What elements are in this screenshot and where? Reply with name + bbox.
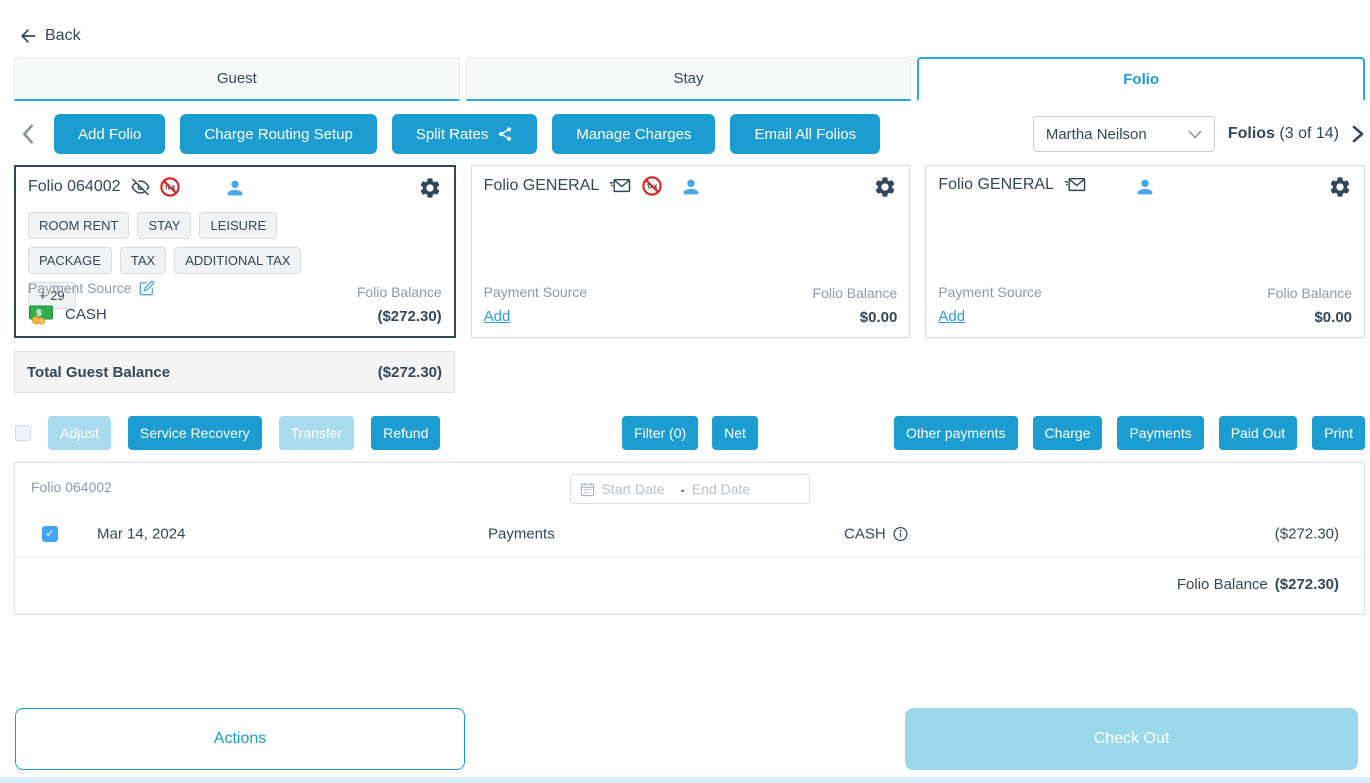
folio-balance-value: $0.00 [1314,309,1353,326]
tag: ROOM RENT [28,212,130,239]
payment-method: CASH [65,305,107,323]
filter-button[interactable]: Filter (0) [622,416,699,450]
transaction-method: CASH [844,525,908,542]
folio-card-title: Folio GENERAL [938,176,1054,193]
no-tax-icon: TAX [159,177,180,197]
tag: ADDITIONAL TAX [174,247,302,274]
chevron-down-icon [1188,129,1202,139]
folio-card-title: Folio 064002 [28,178,121,195]
back-arrow-icon [18,26,38,46]
send-email-icon [608,177,633,195]
manage-charges-button[interactable]: Manage Charges [552,114,716,154]
payments-button[interactable]: Payments [1117,416,1204,450]
gear-icon[interactable] [873,175,897,199]
person-icon[interactable] [680,176,702,198]
folio-toolbar: Add Folio Charge Routing Setup Split Rat… [14,114,1365,154]
folio-balance-value: $0.00 [859,309,898,326]
cash-icon: $ [28,303,56,325]
payment-source-label: Payment Source [28,280,132,296]
person-icon[interactable] [224,177,246,199]
tag-more[interactable]: + 29 [28,282,76,309]
calendar-icon [580,482,595,497]
actions-button[interactable]: Actions [15,708,465,770]
table-folio-balance: Folio Balance ($272.30) [1177,576,1339,593]
folio-cards: Folio 064002 TAX ROOM RENT STAY LEISURE … [14,165,1366,338]
gear-icon[interactable] [418,176,442,200]
chevron-right-icon[interactable] [1352,125,1365,143]
back-label: Back [45,27,81,44]
select-all-checkbox[interactable] [15,425,31,441]
total-guest-balance-value: ($272.30) [377,363,442,381]
share-icon [497,126,513,142]
folio-card-title: Folio GENERAL [483,177,600,194]
total-guest-balance-label: Total Guest Balance [27,363,171,381]
tag: PACKAGE [28,247,112,274]
table-folio-label: Folio 064002 [31,479,112,495]
tag: TAX [119,247,167,274]
check-out-button[interactable]: Check Out [905,708,1358,770]
svg-text:$: $ [37,308,42,317]
chevron-left-icon[interactable] [20,123,36,145]
add-payment-source-link[interactable]: Add [483,308,511,325]
folio-card-064002[interactable]: Folio 064002 TAX ROOM RENT STAY LEISURE … [14,165,456,338]
end-date-input[interactable] [691,481,764,497]
email-all-folios-button[interactable]: Email All Folios [730,114,881,154]
folio-card-general-2[interactable]: Folio GENERAL Payment Source Add Folio B… [925,165,1366,338]
split-rates-button[interactable]: Split Rates [391,114,538,154]
tab-guest[interactable]: Guest [14,57,460,101]
info-icon[interactable] [893,526,908,541]
guest-selector[interactable]: Martha Neilson [1032,116,1215,152]
visibility-off-icon [130,178,151,196]
back-button[interactable]: Back [18,26,81,46]
transaction-date: Mar 14, 2024 [97,525,186,542]
date-separator: - [680,481,685,497]
other-payments-button[interactable]: Other payments [893,416,1018,450]
paid-out-button[interactable]: Paid Out [1218,416,1298,450]
folio-balance-label: Folio Balance [356,284,442,300]
transaction-amount: ($272.30) [1274,525,1339,542]
transaction-type: Payments [488,525,555,542]
gear-icon[interactable] [1328,175,1352,199]
folio-balance-label: Folio Balance [812,285,898,301]
date-range-filter[interactable]: - [569,474,810,504]
refund-button[interactable]: Refund [371,416,441,450]
net-button[interactable]: Net [712,416,758,450]
charge-button[interactable]: Charge [1032,416,1103,450]
service-recovery-button[interactable]: Service Recovery [127,416,262,450]
no-tax-icon: TAX [642,176,662,196]
send-email-icon [1063,176,1088,194]
add-folio-button[interactable]: Add Folio [54,114,166,154]
payment-source-label: Payment Source [938,284,1042,300]
adjust-button[interactable]: Adjust [48,416,111,450]
transactions-action-bar: Adjust Service Recovery Transfer Refund … [15,416,1365,450]
tab-folio[interactable]: Folio [917,57,1366,101]
tab-stay[interactable]: Stay [465,57,912,101]
guest-selector-value: Martha Neilson [1045,125,1147,143]
table-folio-balance-value: ($272.30) [1274,576,1339,593]
payment-source-label: Payment Source [483,284,588,300]
charge-code-tags: ROOM RENT STAY LEISURE PACKAGE TAX ADDIT… [28,212,351,309]
tag: STAY [137,212,192,239]
folio-card-general-1[interactable]: Folio GENERAL TAX Payment Source Add Fol… [470,165,911,338]
transaction-row[interactable]: ✓ Mar 14, 2024 Payments CASH ($272.30) [15,511,1364,557]
bottom-strip [0,777,1370,783]
folio-balance-value: ($272.30) [377,308,442,325]
print-button[interactable]: Print [1312,416,1365,450]
folios-counter: Folios (3 of 14) [1227,125,1339,142]
folio-balance-label: Folio Balance [1267,285,1353,301]
total-guest-balance: Total Guest Balance ($272.30) [14,351,455,393]
folio-navigation: Martha Neilson Folios (3 of 14) [1032,116,1365,152]
row-checkbox[interactable]: ✓ [42,525,58,542]
transfer-button[interactable]: Transfer [278,416,355,450]
charge-routing-setup-button[interactable]: Charge Routing Setup [180,114,377,154]
table-folio-balance-label: Folio Balance [1176,576,1268,593]
tag: LEISURE [199,212,278,239]
start-date-input[interactable] [601,481,674,497]
tab-bar: Guest Stay Folio [14,57,1366,101]
add-payment-source-link[interactable]: Add [938,308,966,325]
transactions-table: Folio 064002 - ✓ Mar 14, 2024 Payments C… [14,462,1365,615]
person-icon[interactable] [1134,176,1156,198]
edit-icon[interactable] [139,280,155,296]
